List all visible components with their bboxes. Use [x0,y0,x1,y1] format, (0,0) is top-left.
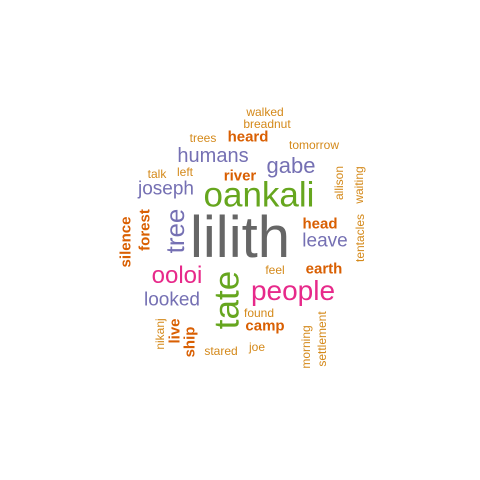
word-talk: talk [147,167,167,181]
word-humans: humans [177,145,249,167]
word-forest: forest [136,209,154,251]
word-joe: joe [248,340,266,354]
word-tate: tate [207,270,247,330]
word-earth: earth [305,260,343,278]
word-waiting: waiting [352,166,366,204]
word-gabe: gabe [266,153,316,178]
word-joseph: joseph [138,178,194,200]
word-left: left [176,165,194,179]
word-ooloi: ooloi [151,262,203,289]
word-live: live [166,318,184,344]
word-silence: silence [117,216,135,268]
word-tentacles: tentacles [353,213,367,263]
word-heard: heard [227,128,269,146]
word-oankali: oankali [203,175,315,215]
word-morning: morning [299,325,313,369]
word-leave: leave [302,230,348,252]
word-people: people [250,275,336,306]
word-head: head [302,215,338,233]
word-found: found [243,306,275,320]
word-stared: stared [204,344,238,358]
word-ship: ship [181,326,199,358]
word-trees: trees [189,131,217,145]
word-settlement: settlement [315,311,329,367]
word-looked: looked [144,289,200,311]
word-tree: tree [160,208,190,254]
word-breadnut: breadnut [243,117,291,131]
word-camp: camp [245,317,285,335]
word-lilith: lilith [190,205,290,270]
word-tomorrow: tomorrow [288,138,340,152]
word-nikanj: nikanj [153,318,167,350]
word-river: river [223,167,257,185]
word-allison: allison [332,165,346,201]
word-walked: walked [246,105,284,119]
word-feel: feel [265,263,285,277]
